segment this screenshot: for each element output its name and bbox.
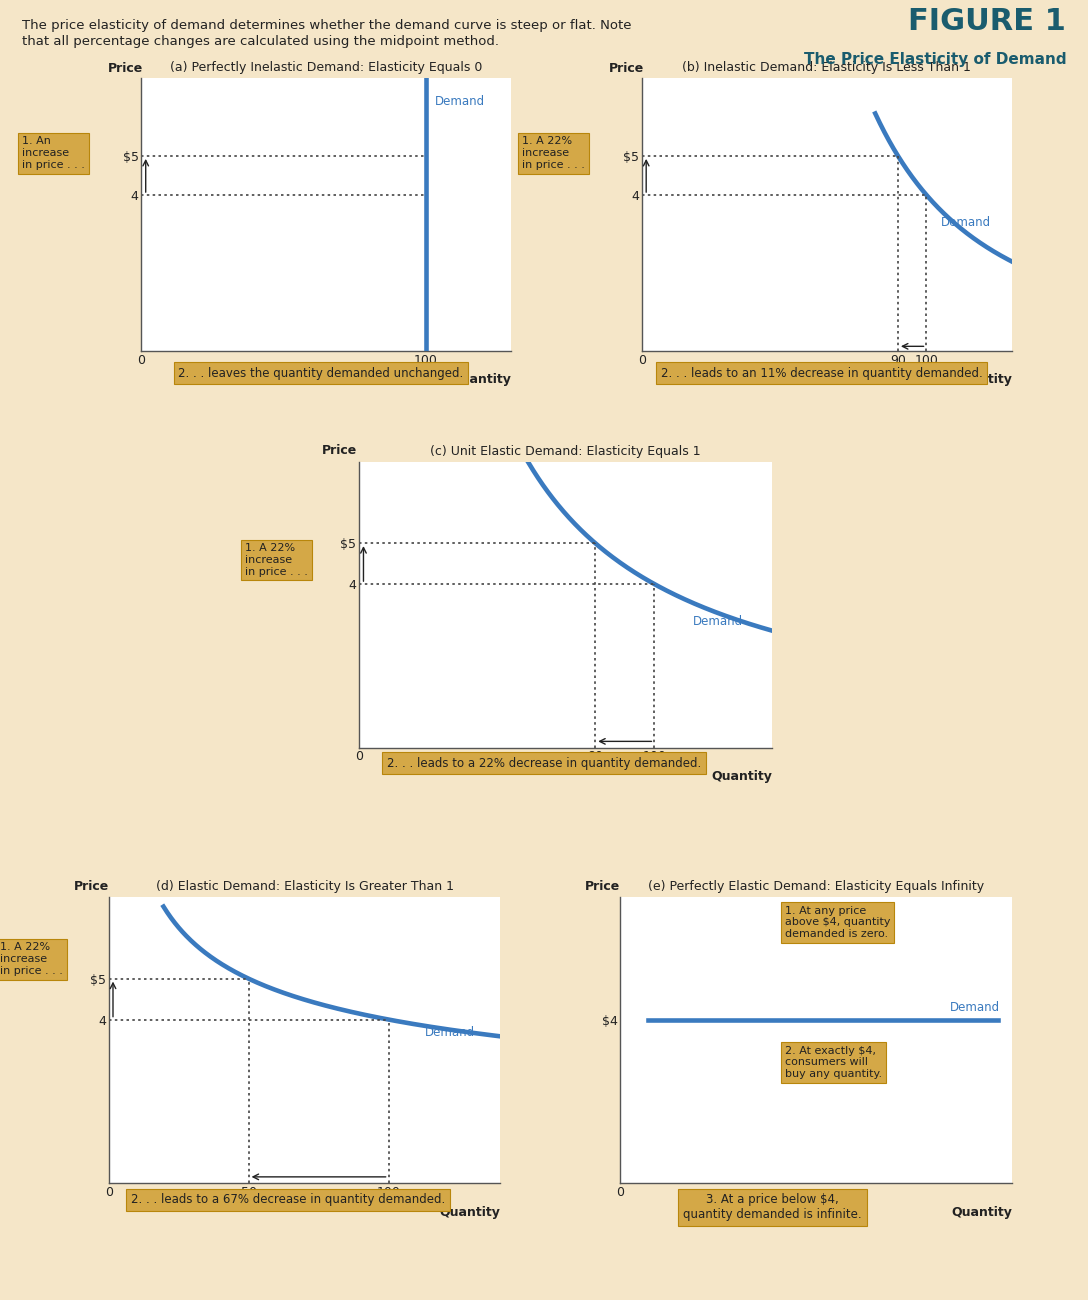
Text: 2. . . leaves the quantity demanded unchanged.: 2. . . leaves the quantity demanded unch…	[178, 367, 463, 380]
Text: 2. . . leads to a 67% decrease in quantity demanded.: 2. . . leads to a 67% decrease in quanti…	[132, 1193, 445, 1206]
Text: The price elasticity of demand determines whether the demand curve is steep or f: The price elasticity of demand determine…	[22, 20, 631, 48]
Text: Quantity: Quantity	[951, 373, 1012, 386]
Text: 2. . . leads to a 22% decrease in quantity demanded.: 2. . . leads to a 22% decrease in quanti…	[387, 757, 701, 770]
Text: 3. At a price below $4,
quantity demanded is infinite.: 3. At a price below $4, quantity demande…	[683, 1193, 862, 1222]
Text: Demand: Demand	[950, 1001, 1000, 1014]
Text: 2. At exactly $4,
consumers will
buy any quantity.: 2. At exactly $4, consumers will buy any…	[784, 1045, 881, 1079]
Text: 1. At any price
above $4, quantity
demanded is zero.: 1. At any price above $4, quantity deman…	[784, 906, 890, 939]
Text: 1. An
increase
in price . . .: 1. An increase in price . . .	[22, 136, 85, 170]
Text: 1. A 22%
increase
in price . . .: 1. A 22% increase in price . . .	[522, 136, 585, 170]
Text: 1. A 22%
increase
in price . . .: 1. A 22% increase in price . . .	[245, 543, 308, 577]
Text: Price: Price	[585, 880, 620, 893]
Title: (c) Unit Elastic Demand: Elasticity Equals 1: (c) Unit Elastic Demand: Elasticity Equa…	[431, 445, 701, 458]
Text: Price: Price	[322, 445, 357, 458]
Text: Demand: Demand	[941, 216, 991, 229]
Title: (d) Elastic Demand: Elasticity Is Greater Than 1: (d) Elastic Demand: Elasticity Is Greate…	[156, 880, 454, 893]
Text: Demand: Demand	[434, 95, 484, 108]
Title: (e) Perfectly Elastic Demand: Elasticity Equals Infinity: (e) Perfectly Elastic Demand: Elasticity…	[648, 880, 984, 893]
Text: 2. . . leads to an 11% decrease in quantity demanded.: 2. . . leads to an 11% decrease in quant…	[660, 367, 982, 380]
Text: Demand: Demand	[693, 615, 743, 628]
Text: Quantity: Quantity	[440, 1206, 500, 1219]
Text: Price: Price	[74, 880, 109, 893]
Text: FIGURE 1: FIGURE 1	[908, 6, 1066, 35]
Text: Quantity: Quantity	[951, 1206, 1012, 1219]
Text: 1. A 22%
increase
in price . . .: 1. A 22% increase in price . . .	[0, 942, 63, 976]
Text: Price: Price	[108, 61, 144, 74]
Text: The Price Elasticity of Demand: The Price Elasticity of Demand	[804, 52, 1066, 68]
Title: (a) Perfectly Inelastic Demand: Elasticity Equals 0: (a) Perfectly Inelastic Demand: Elastici…	[170, 61, 483, 74]
Text: Price: Price	[608, 61, 644, 74]
Text: Quantity: Quantity	[712, 771, 772, 784]
Text: Demand: Demand	[425, 1026, 475, 1039]
Text: Quantity: Quantity	[450, 373, 511, 386]
Title: (b) Inelastic Demand: Elasticity Is Less Than 1: (b) Inelastic Demand: Elasticity Is Less…	[682, 61, 972, 74]
